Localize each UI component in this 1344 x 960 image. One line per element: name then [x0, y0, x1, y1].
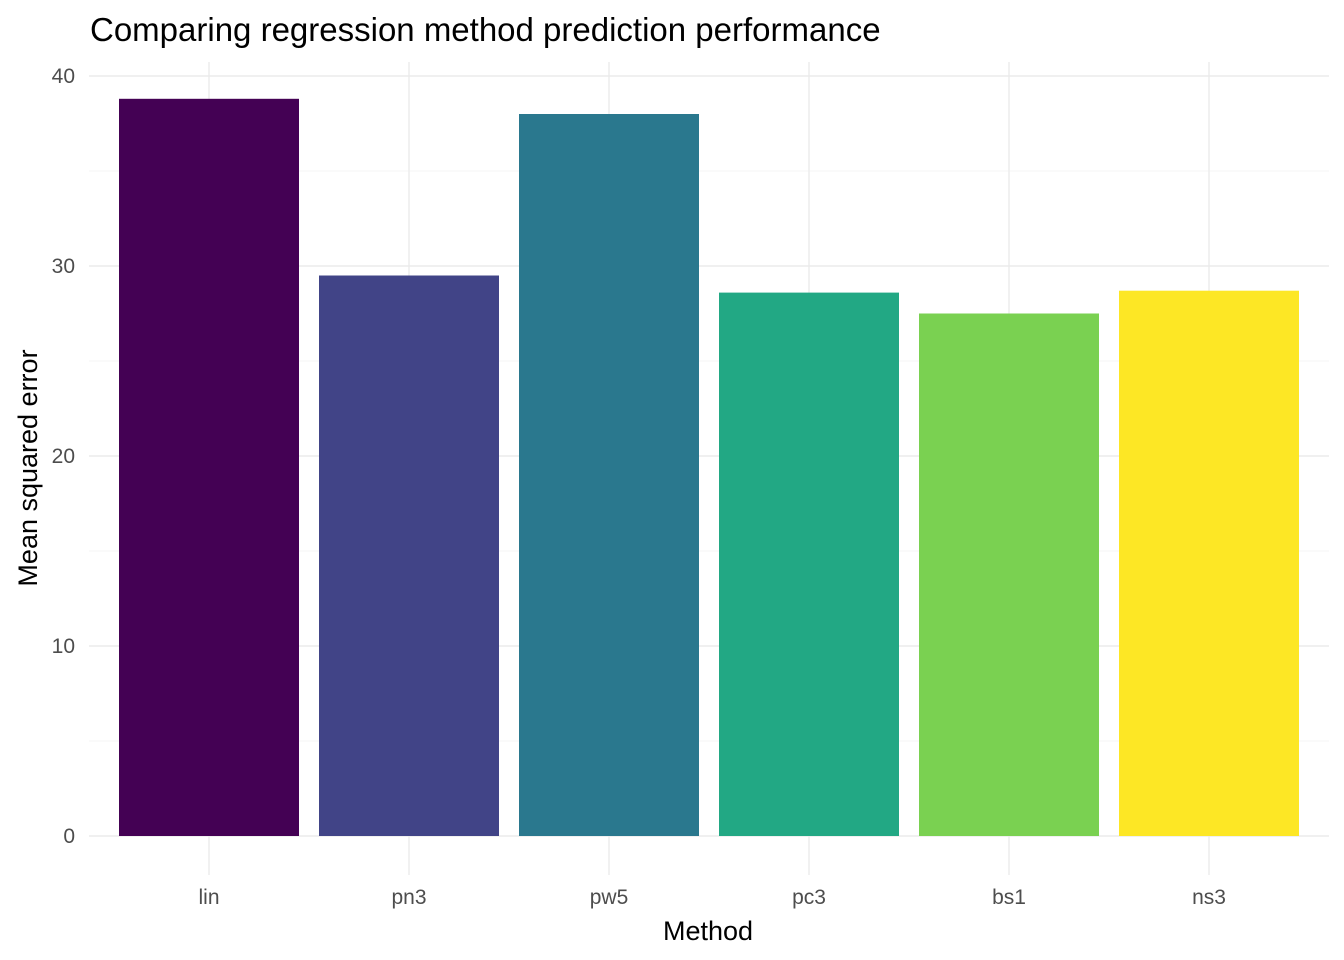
- chart-title: Comparing regression method prediction p…: [90, 11, 881, 48]
- x-axis-ticks: lin pn3 pw5 pc3 bs1 ns3: [198, 886, 1225, 909]
- bar-bs1: [919, 313, 1099, 836]
- y-tick-label: 0: [63, 825, 75, 848]
- y-tick-label: 10: [52, 635, 75, 658]
- y-tick-label: 20: [52, 445, 75, 468]
- x-axis-title: Method: [663, 916, 753, 946]
- bar-pn3: [319, 275, 499, 836]
- y-tick-label: 30: [52, 255, 75, 278]
- x-tick-label: bs1: [992, 886, 1026, 909]
- bar-ns3: [1119, 290, 1299, 836]
- bar-pw5: [519, 114, 699, 836]
- x-tick-label: pw5: [590, 886, 629, 909]
- x-tick-label: lin: [198, 886, 219, 909]
- bars: [119, 98, 1299, 837]
- y-tick-label: 40: [52, 65, 75, 88]
- y-axis-title: Mean squared error: [13, 349, 43, 586]
- bar-lin: [119, 98, 299, 837]
- x-tick-label: pc3: [792, 886, 826, 909]
- x-tick-label: pn3: [391, 886, 426, 909]
- y-axis-ticks: 0 10 20 30 40: [52, 65, 75, 848]
- x-tick-label: ns3: [1192, 886, 1226, 909]
- bar-pc3: [719, 292, 899, 837]
